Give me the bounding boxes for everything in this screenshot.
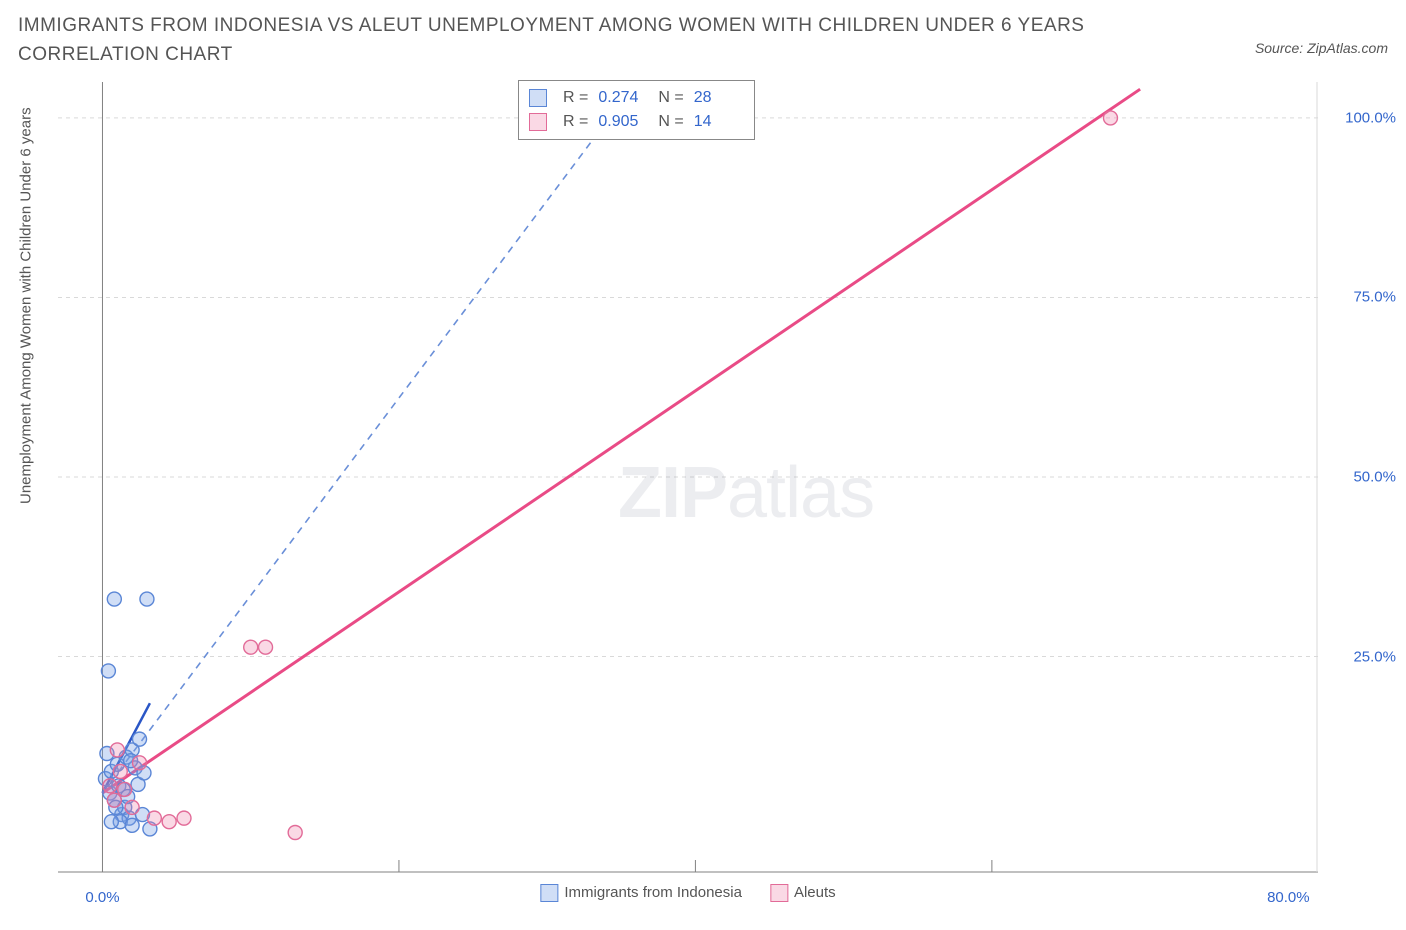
stats-row-aleuts: R = 0.905 N = 14 xyxy=(529,110,744,134)
y-axis-label: Unemployment Among Women with Children U… xyxy=(18,107,35,504)
y-tick-label: 25.0% xyxy=(1326,648,1396,665)
r-value-aleuts: 0.905 xyxy=(598,110,648,134)
y-tick-label: 75.0% xyxy=(1326,289,1396,306)
r-label: R = xyxy=(563,110,588,134)
source-name: ZipAtlas.com xyxy=(1307,40,1388,56)
legend-item-aleuts: Aleuts xyxy=(770,884,836,902)
x-tick-label: 80.0% xyxy=(1267,889,1310,906)
series-legend: Immigrants from Indonesia Aleuts xyxy=(540,884,835,902)
n-label: N = xyxy=(658,110,683,134)
legend-label-indonesia: Immigrants from Indonesia xyxy=(564,884,742,901)
x-tick-label: 0.0% xyxy=(85,889,119,906)
scatter-plot: ZIPatlas R = 0.274 N = 28 R = 0.905 N = … xyxy=(58,82,1318,872)
legend-item-indonesia: Immigrants from Indonesia xyxy=(540,884,742,902)
legend-label-aleuts: Aleuts xyxy=(794,884,836,901)
stats-row-indonesia: R = 0.274 N = 28 xyxy=(529,86,744,110)
source-prefix: Source: xyxy=(1255,40,1307,56)
y-tick-label: 100.0% xyxy=(1326,109,1396,126)
swatch-indonesia xyxy=(540,884,558,902)
chart-container: Unemployment Among Women with Children U… xyxy=(0,78,1406,930)
r-value-indonesia: 0.274 xyxy=(598,86,648,110)
swatch-aleuts xyxy=(529,113,547,131)
r-label: R = xyxy=(563,86,588,110)
swatch-indonesia xyxy=(529,89,547,107)
n-value-indonesia: 28 xyxy=(694,86,744,110)
y-tick-label: 50.0% xyxy=(1326,469,1396,486)
stats-legend: R = 0.274 N = 28 R = 0.905 N = 14 xyxy=(518,80,755,140)
source-attribution: Source: ZipAtlas.com xyxy=(1255,40,1388,56)
swatch-aleuts xyxy=(770,884,788,902)
chart-title: IMMIGRANTS FROM INDONESIA VS ALEUT UNEMP… xyxy=(18,12,1118,69)
n-value-aleuts: 14 xyxy=(694,110,744,134)
n-label: N = xyxy=(658,86,683,110)
